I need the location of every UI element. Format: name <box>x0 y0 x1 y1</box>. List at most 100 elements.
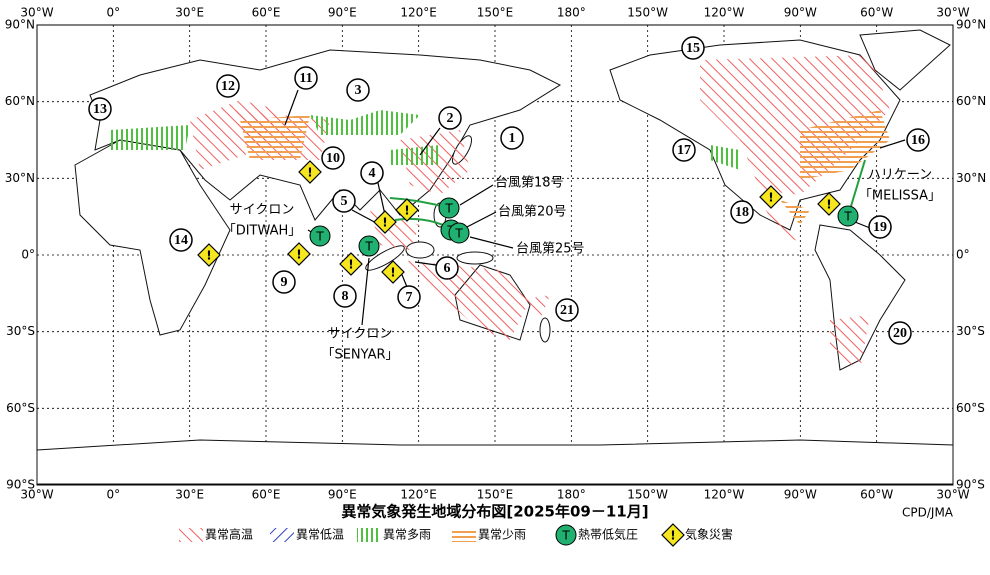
region-circle <box>321 146 345 170</box>
longitude-label: 150°E <box>477 6 514 20</box>
longitude-label: 0° <box>107 488 121 502</box>
event-label: サイクロン <box>230 203 295 218</box>
longitude-label: 120°W <box>704 488 745 502</box>
region-number: 16 <box>911 133 925 148</box>
region-circle <box>438 106 462 130</box>
region-circle <box>500 126 524 150</box>
disaster-icon <box>817 192 841 216</box>
cyclone-icon <box>555 524 577 546</box>
cyclone-mark: T <box>454 227 463 241</box>
cyclone-icon <box>358 235 380 257</box>
disaster-icon <box>339 252 363 276</box>
region-number: 1 <box>509 131 516 146</box>
disaster-mark: ! <box>296 248 301 262</box>
disaster-icon <box>298 160 322 184</box>
map-title: 異常気象発生地域分布図[2025年09－11月] <box>341 503 648 521</box>
longitude-label: 30°W <box>936 488 969 502</box>
latitude-label: 60°N <box>956 94 986 108</box>
cyclone-icon <box>837 205 859 227</box>
cyclone-icon <box>438 197 460 219</box>
region-circle <box>681 36 705 60</box>
legend-label: 異常多雨 <box>383 528 431 542</box>
region-number: 14 <box>174 233 188 248</box>
longitude-label: 30°W <box>20 488 53 502</box>
event-label: 「MELISSA」 <box>859 189 941 204</box>
legend-label: 異常高温 <box>205 527 253 542</box>
latitude-label: 0° <box>21 248 35 262</box>
event-label: 台風第18号 <box>495 176 564 191</box>
region-number: 7 <box>406 290 413 305</box>
latitude-label: 90°S <box>6 478 35 492</box>
longitude-label: 0° <box>107 6 121 20</box>
legend-label: 気象災害 <box>685 527 733 542</box>
longitude-label: 90°E <box>328 488 357 502</box>
disaster-icon <box>759 185 783 209</box>
region-number: 5 <box>341 194 348 209</box>
disaster-mark: ! <box>307 166 312 180</box>
legend: 異常高温 異常低温 異常多雨 異常少雨 T 熱帯低気圧! 気象災害 <box>179 523 733 547</box>
disaster-mark: ! <box>670 529 675 543</box>
region-circle <box>88 97 112 121</box>
region-number: 2 <box>447 111 454 126</box>
region-circle <box>435 256 459 280</box>
latitude-label: 60°N <box>5 94 35 108</box>
region-circle <box>332 189 356 213</box>
longitude-label: 60°W <box>860 488 893 502</box>
event-label: 台風第20号 <box>498 205 567 220</box>
disaster-mark: ! <box>390 266 395 280</box>
longitude-label: 120°E <box>400 488 437 502</box>
disaster-icon <box>661 523 685 547</box>
longitude-label: 60°W <box>860 6 893 20</box>
latitude-label: 90°N <box>5 18 35 32</box>
longitude-label: 90°E <box>328 6 357 20</box>
longitude-label: 180° <box>557 6 586 20</box>
longitude-label: 30°W <box>936 6 969 20</box>
longitude-label: 150°W <box>627 488 668 502</box>
longitude-label: 30°E <box>175 488 204 502</box>
region-circle <box>888 321 912 345</box>
disaster-mark: ! <box>768 191 773 205</box>
latitude-label: 30°S <box>956 324 985 338</box>
region-circle <box>555 298 579 322</box>
region-number: 18 <box>735 205 749 220</box>
legend-swatch <box>357 528 381 542</box>
longitude-label: 60°E <box>252 6 281 20</box>
latitude-label: 30°N <box>5 171 35 185</box>
longitude-label: 60°E <box>252 488 281 502</box>
disaster-icon <box>395 198 419 222</box>
longitude-label: 150°E <box>477 488 514 502</box>
region-number: 15 <box>686 41 700 56</box>
longitude-label: 30°W <box>20 6 53 20</box>
region-circle <box>169 228 193 252</box>
legend-label: 熱帯低気圧 <box>578 527 638 542</box>
disaster-mark: ! <box>382 216 387 230</box>
longitude-label: 120°W <box>704 6 745 20</box>
cyclone-icon <box>448 222 470 244</box>
longitude-label: 150°W <box>627 6 668 20</box>
legend-swatch <box>179 528 203 542</box>
region-circle <box>294 66 318 90</box>
region-circle <box>672 138 696 162</box>
cyclone-icon <box>309 225 331 247</box>
region-number: 3 <box>355 83 362 98</box>
region-number: 12 <box>221 79 235 94</box>
disaster-icon <box>287 242 311 266</box>
event-label: 「SENYAR」 <box>321 348 398 363</box>
disaster-icon <box>373 210 397 234</box>
markers: !!!!!!!!!TTTTTT1234567891011121314151617… <box>88 36 930 345</box>
longitude-label: 90°W <box>784 488 817 502</box>
disaster-icon <box>197 243 221 267</box>
region-circle <box>730 200 754 224</box>
longitude-label: 30°E <box>175 6 204 20</box>
region-number: 20 <box>893 326 907 341</box>
latitude-label: 60°S <box>6 401 35 415</box>
region-number: 4 <box>369 166 376 181</box>
region-number: 11 <box>299 71 312 86</box>
disaster-mark: ! <box>348 258 353 272</box>
event-label: ハリケーン <box>868 168 932 183</box>
cyclone-mark: T <box>843 210 852 224</box>
latitude-label: 0° <box>956 248 970 262</box>
region-number: 17 <box>677 143 691 158</box>
region-circle <box>333 284 357 308</box>
